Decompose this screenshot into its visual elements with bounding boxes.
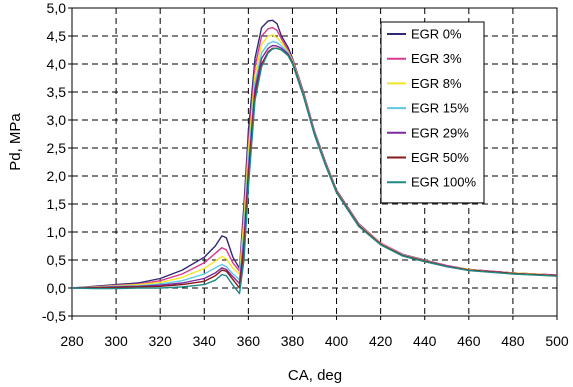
- x-tick-label: 500: [545, 333, 569, 349]
- x-tick-label: 480: [501, 333, 525, 349]
- x-tick-label: 340: [193, 333, 217, 349]
- series-line-egr-100: [71, 47, 558, 295]
- x-tick-label: 460: [457, 333, 481, 349]
- legend-label: EGR 29%: [411, 125, 469, 140]
- y-tick-label: 5,0: [47, 0, 67, 16]
- legend-label: EGR 15%: [411, 101, 469, 116]
- y-tick-label: 0,0: [47, 280, 67, 296]
- y-tick-label: 4,5: [47, 28, 67, 44]
- x-tick-label: 380: [281, 333, 305, 349]
- x-tick-label: 320: [149, 333, 173, 349]
- y-tick-labels: -0,5 0,0 0,5 1,0 1,5 2,0 2,5 3,0 3,5 4,0 4,5 5,0: [42, 0, 66, 324]
- series-lines: [71, 19, 558, 295]
- y-tick-label: 0,5: [47, 252, 67, 268]
- y-tick-label: -0,5: [42, 308, 66, 324]
- x-tick-labels: 280 300 320 340 360 380 400 420 440 460 480 500: [60, 333, 569, 349]
- y-tick-label: 3,0: [47, 112, 67, 128]
- x-tick-label: 360: [237, 333, 261, 349]
- y-tick-label: 2,0: [47, 168, 67, 184]
- x-tick-label: 420: [369, 333, 393, 349]
- legend-label: EGR 0%: [411, 27, 462, 42]
- x-tick-label: 280: [60, 333, 84, 349]
- y-tick-label: 1,5: [47, 196, 67, 212]
- y-tick-label: 3,5: [47, 84, 67, 100]
- y-tick-label: 4,0: [47, 56, 67, 72]
- legend-label: EGR 100%: [411, 175, 476, 190]
- y-tick-label: 1,0: [47, 224, 67, 240]
- legend-label: EGR 3%: [411, 51, 462, 66]
- legend: EGR 0% EGR 3% EGR 8% EGR 15% EGR 29% EGR 50% E…: [380, 21, 485, 204]
- x-tick-label: 400: [325, 333, 349, 349]
- y-tick-label: 2,5: [47, 140, 67, 156]
- x-tick-label: 440: [413, 333, 437, 349]
- legend-box: [380, 21, 485, 204]
- plot-area-border: [71, 7, 558, 317]
- legend-label: EGR 8%: [411, 76, 462, 91]
- legend-label: EGR 50%: [411, 150, 469, 165]
- x-axis-label: CA, deg: [288, 367, 342, 384]
- y-axis-label: Pd, MPa: [7, 113, 24, 171]
- x-tick-label: 300: [104, 333, 128, 349]
